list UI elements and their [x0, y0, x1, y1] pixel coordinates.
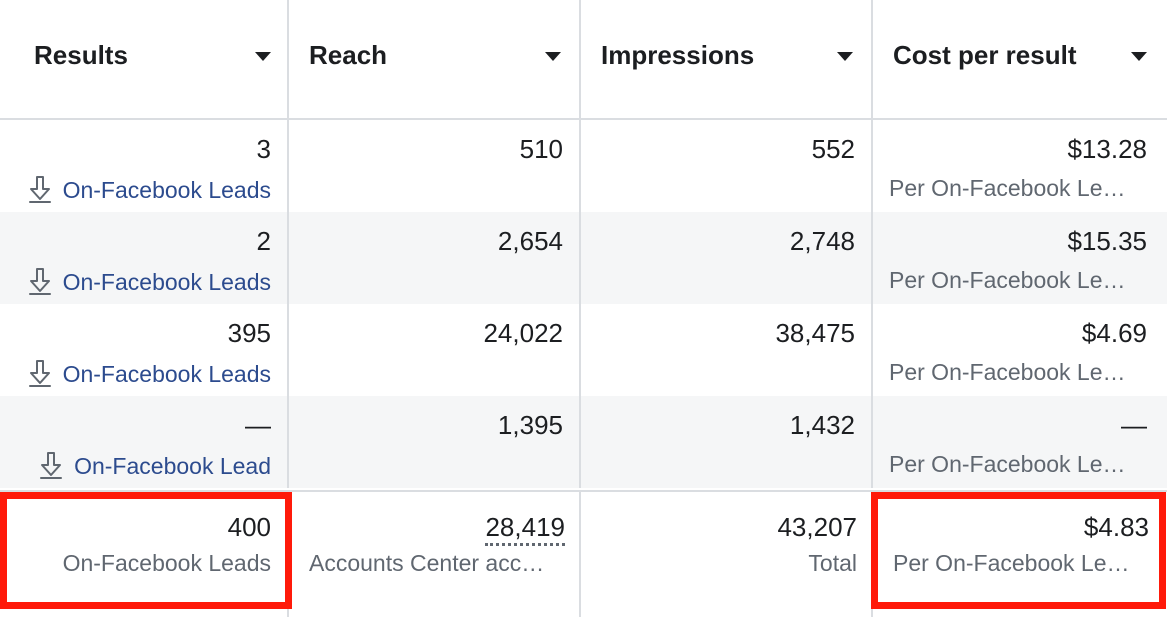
results-type-link[interactable]: On-Facebook Leads: [27, 175, 271, 205]
cost-cell: $4.69 Per On-Facebook Le…: [873, 304, 1167, 396]
results-type-link[interactable]: On-Facebook Leads: [27, 359, 271, 389]
reach-value: 2,654: [497, 226, 563, 256]
results-type-label: On-Facebook Leads: [62, 360, 271, 387]
results-value: 2: [256, 226, 271, 256]
cost-cell: $13.28 Per On-Facebook Le…: [873, 120, 1167, 212]
total-impressions-value: 43,207: [777, 512, 857, 542]
results-type-link[interactable]: On-Facebook Leads: [27, 267, 271, 297]
total-reach-label: Accounts Center acc…: [309, 550, 545, 576]
cost-value: $13.28: [1067, 134, 1147, 164]
total-results-cell: 400 On-Facebook Leads: [0, 492, 289, 617]
impressions-value: 38,475: [775, 318, 855, 348]
total-impressions-label: Total: [808, 550, 857, 576]
column-header-label: Reach: [309, 40, 388, 70]
cost-label: Per On-Facebook Le…: [889, 359, 1126, 385]
caret-down-icon[interactable]: [545, 52, 561, 61]
download-icon: [28, 176, 51, 203]
results-cell: 3 On-Facebook Leads: [0, 120, 289, 212]
impressions-cell: 38,475: [581, 304, 873, 396]
reach-cell: 510: [289, 120, 581, 212]
cost-cell: — Per On-Facebook Le…: [873, 396, 1167, 488]
caret-down-icon[interactable]: [1131, 52, 1147, 61]
cost-value: $4.69: [1081, 318, 1147, 348]
total-reach-value[interactable]: 28,419: [485, 512, 565, 546]
cost-label: Per On-Facebook Le…: [889, 267, 1126, 293]
column-header-label: Impressions: [601, 40, 755, 70]
table-row: 2 On-Facebook Leads 2,654 2,748 $15.35 P…: [0, 212, 1167, 304]
impressions-value: 2,748: [789, 226, 855, 256]
results-type-link[interactable]: On-Facebook Lead: [38, 451, 271, 481]
cost-cell: $15.35 Per On-Facebook Le…: [873, 212, 1167, 304]
impressions-value: 1,432: [789, 410, 855, 440]
cost-label: Per On-Facebook Le…: [889, 451, 1126, 477]
totals-row: 400 On-Facebook Leads 28,419 Accounts Ce…: [0, 490, 1167, 617]
total-impressions-cell: 43,207 Total: [581, 492, 873, 617]
results-value: 3: [256, 134, 271, 164]
cost-value: $15.35: [1067, 226, 1147, 256]
impressions-value: 552: [811, 134, 855, 164]
results-cell: 2 On-Facebook Leads: [0, 212, 289, 304]
total-cost-label: Per On-Facebook Le…: [893, 550, 1130, 576]
download-icon: [28, 360, 51, 387]
results-cell: — On-Facebook Lead: [0, 396, 289, 488]
reach-value: 510: [519, 134, 563, 164]
reach-value: 24,022: [483, 318, 563, 348]
column-header-label: Results: [34, 40, 128, 70]
impressions-cell: 552: [581, 120, 873, 212]
column-header-results[interactable]: Results: [0, 0, 289, 120]
reach-cell: 1,395: [289, 396, 581, 488]
total-reach-cell: 28,419 Accounts Center acc…: [289, 492, 581, 617]
reach-cell: 24,022: [289, 304, 581, 396]
table-row: 395 On-Facebook Leads 24,022 38,475 $4.6…: [0, 304, 1167, 396]
cost-label: Per On-Facebook Le…: [889, 175, 1126, 201]
results-type-label: On-Facebook Leads: [62, 268, 271, 295]
column-header-label: Cost per result: [893, 40, 1077, 70]
total-cost-value: $4.83: [1083, 512, 1149, 542]
results-type-label: On-Facebook Lead: [74, 452, 271, 479]
total-results-value: 400: [227, 512, 271, 542]
reach-value: 1,395: [497, 410, 563, 440]
column-header-cost-per-result[interactable]: Cost per result: [873, 0, 1167, 120]
results-value: 395: [227, 318, 271, 348]
total-cost-cell: $4.83 Per On-Facebook Le…: [873, 492, 1167, 617]
results-cell: 395 On-Facebook Leads: [0, 304, 289, 396]
download-icon: [40, 452, 63, 479]
caret-down-icon[interactable]: [255, 52, 271, 61]
download-icon: [28, 268, 51, 295]
table-row: 3 On-Facebook Leads 510 552 $13.28 Per O…: [0, 120, 1167, 212]
impressions-cell: 2,748: [581, 212, 873, 304]
results-type-label: On-Facebook Leads: [62, 176, 271, 203]
column-header-impressions[interactable]: Impressions: [581, 0, 873, 120]
results-value: —: [245, 410, 271, 440]
impressions-cell: 1,432: [581, 396, 873, 488]
cost-value: —: [1121, 410, 1147, 440]
reach-cell: 2,654: [289, 212, 581, 304]
column-header-reach[interactable]: Reach: [289, 0, 581, 120]
table-row: — On-Facebook Lead 1,395 1,432 — Per On-…: [0, 396, 1167, 488]
total-results-label: On-Facebook Leads: [62, 550, 271, 576]
caret-down-icon[interactable]: [837, 52, 853, 61]
